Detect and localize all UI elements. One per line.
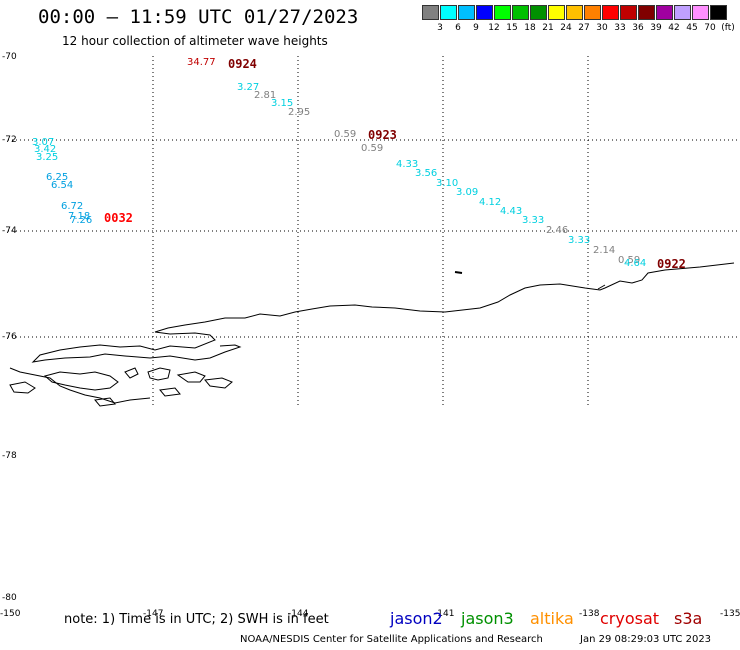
colorbar-label: 9 [473, 23, 479, 33]
swh-observation: 34.77 [187, 57, 216, 68]
footer-timestamp: Jan 29 08:29:03 UTC 2023 [580, 634, 712, 645]
swh-observation: 2.46 [546, 225, 569, 236]
colorbar-swatch [656, 5, 673, 20]
swh-observation: 6.72 [61, 201, 84, 212]
colorbar-swatch [602, 5, 619, 20]
colorbar-swatch [710, 5, 727, 20]
legend-s3a: s3a [674, 609, 703, 628]
lon-label: -135 [720, 609, 740, 619]
colorbar-swatch [638, 5, 655, 20]
pass-time-label: 0032 [104, 211, 133, 225]
colorbar-label: 6 [455, 23, 461, 33]
lat-label: -80 [2, 593, 17, 603]
colorbar-label: 24 [560, 23, 572, 33]
colorbar-label: 12 [488, 23, 500, 33]
colorbar-label: 15 [506, 23, 518, 33]
swh-observation: 7.18 [68, 211, 91, 222]
swh-observation: 2.95 [288, 107, 311, 118]
swh-observation: 3.56 [415, 168, 438, 179]
pass-time-label: 0924 [228, 57, 257, 71]
colorbar-label: 45 [686, 23, 698, 33]
colorbar-label: 21 [542, 23, 554, 33]
swh-observation: 3.25 [36, 152, 59, 163]
coastline [9, 262, 735, 407]
colorbar-swatch [494, 5, 511, 20]
colorbar-swatch [458, 5, 475, 20]
lat-label: -72 [2, 135, 17, 145]
swh-observation: 3.07 [32, 137, 55, 148]
colorbar-swatch [512, 5, 529, 20]
colorbar-swatch [620, 5, 637, 20]
swh-observation: 0.59 [334, 129, 357, 140]
lon-label: -150 [0, 609, 21, 619]
colorbar-swatch [422, 5, 439, 20]
legend-jason2: jason2 [390, 609, 443, 628]
colorbar-label: 18 [524, 23, 536, 33]
lat-label: -74 [2, 226, 17, 236]
legend-altika: altika [530, 609, 574, 628]
swh-observation: 0.59 [618, 255, 641, 266]
lon-label: -138 [579, 609, 600, 619]
swh-observation: 3.27 [237, 82, 260, 93]
swh-observation: 6.54 [51, 180, 74, 191]
swh-observation: 2.14 [593, 245, 616, 256]
lat-label: -76 [2, 332, 17, 342]
footer-note: note: 1) Time is in UTC; 2) SWH is in fe… [64, 612, 329, 627]
swh-observation: 3.09 [456, 187, 479, 198]
swh-observation: 4.64 [624, 258, 647, 269]
colorbar-label: 27 [578, 23, 590, 33]
colorbar-label: 42 [668, 23, 680, 33]
swh-observation: 3.33 [522, 215, 545, 226]
colorbar-label: 30 [596, 23, 608, 33]
colorbar-swatch [674, 5, 691, 20]
swh-observation: 4.12 [479, 197, 502, 208]
lat-label: -78 [2, 451, 17, 461]
swh-observation: 6.25 [46, 172, 69, 183]
graticule [8, 56, 740, 405]
lon-label: -144 [288, 609, 309, 619]
colorbar-swatch [692, 5, 709, 20]
swh-observation: 3.15 [271, 98, 294, 109]
swh-observation: 3.10 [436, 178, 459, 189]
colorbar-swatch [566, 5, 583, 20]
pass-time-label: 0923 [368, 128, 397, 142]
swh-observation: 4.43 [500, 206, 523, 217]
colorbar-swatch [440, 5, 457, 20]
page-subtitle: 12 hour collection of altimeter wave hei… [62, 34, 328, 48]
swh-observation: 0.59 [361, 143, 384, 154]
footer-credit: NOAA/NESDIS Center for Satellite Applica… [240, 634, 543, 645]
swh-observation: 2.81 [254, 90, 277, 101]
swh-observation: 3.42 [34, 144, 57, 155]
colorbar-label: 39 [650, 23, 662, 33]
swh-observation: 4.33 [396, 159, 419, 170]
page-title: 00:00 — 11:59 UTC 01/27/2023 [38, 6, 359, 28]
colorbar-label: 33 [614, 23, 626, 33]
legend-cryosat: cryosat [600, 609, 660, 628]
colorbar-swatch [548, 5, 565, 20]
colorbar-swatch [476, 5, 493, 20]
swh-observation: 7.26 [70, 215, 93, 226]
lon-label: -141 [434, 609, 455, 619]
lon-label: -147 [143, 609, 164, 619]
legend-jason3: jason3 [461, 609, 514, 628]
colorbar-swatch [584, 5, 601, 20]
colorbar-label: 70 [704, 23, 716, 33]
colorbar-label: (ft) [721, 23, 735, 33]
colorbar-label: 36 [632, 23, 644, 33]
colorbar-swatch [530, 5, 547, 20]
lat-label: -70 [2, 52, 17, 62]
swh-observation: 3.33 [568, 235, 591, 246]
colorbar-label: 3 [437, 23, 443, 33]
pass-time-label: 0922 [657, 257, 686, 271]
